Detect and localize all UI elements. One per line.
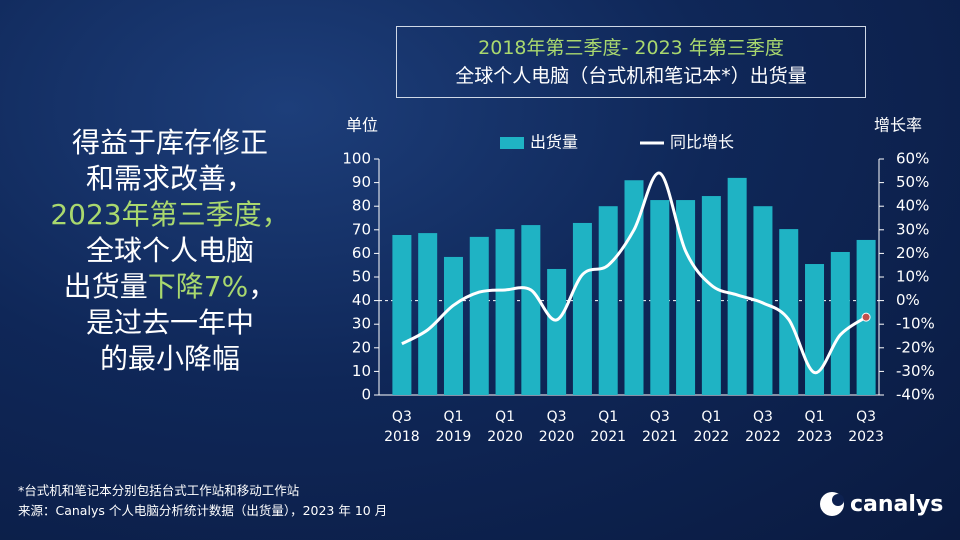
y-tick-label: 70 <box>352 220 371 238</box>
headline-line: 出货量下降7%， <box>20 269 320 305</box>
logo-icon-cut <box>832 494 844 506</box>
bar <box>598 206 618 395</box>
y-tick-label: 80 <box>352 197 371 215</box>
headline-text: 下降7% <box>147 270 249 303</box>
headline-text: 2023年第三季度， <box>50 198 290 231</box>
headline-line: 和需求改善， <box>20 161 320 197</box>
end-marker <box>861 312 871 322</box>
headline-text: 是过去一年中 <box>85 306 254 339</box>
legend-label: 出货量 <box>530 133 578 152</box>
source-note: 来源：Canalys 个人电脑分析统计数据（出货量），2023 年 10 月 <box>18 503 388 518</box>
y2-tick-label: 50% <box>896 173 929 191</box>
y2-tick-label: 10% <box>896 268 929 286</box>
y-tick-label: 40 <box>352 291 371 309</box>
chart-title: 2018年第三季度- 2023 年第三季度 <box>478 37 784 59</box>
x-tick-label: Q1 2021 <box>590 409 627 445</box>
chart-subtitle: 全球个人电脑（台式机和笔记本*）出货量 <box>455 65 807 87</box>
x-tick-label: Q1 2020 <box>487 409 523 445</box>
bar <box>443 256 463 395</box>
logo: canalys <box>820 492 943 517</box>
logo-text: canalys <box>850 492 943 517</box>
y-tick-label: 50 <box>352 268 371 286</box>
bar <box>624 180 644 395</box>
y2-tick-label: -40% <box>896 386 935 404</box>
legend-swatch <box>500 137 524 149</box>
headline-line: 2023年第三季度， <box>20 197 320 233</box>
bar <box>805 264 825 395</box>
x-tick-label: Q1 2023 <box>796 409 833 445</box>
headline: 得益于库存修正 和需求改善， 2023年第三季度， 全球个人电脑 出货量下降7%， 是过去… <box>20 125 320 377</box>
y-tick-label: 30 <box>352 315 371 333</box>
bar <box>495 229 515 395</box>
y-tick-label: 100 <box>342 150 371 168</box>
headline-line: 全球个人电脑 <box>20 233 320 269</box>
y2-tick-label: -30% <box>896 362 935 380</box>
headline-text: 和需求改善， <box>85 162 254 195</box>
y2-tick-label: 40% <box>896 197 929 215</box>
bar <box>701 196 721 395</box>
bar <box>392 234 412 395</box>
headline-line: 的最小降幅 <box>20 341 320 377</box>
y2-tick-label: 20% <box>896 244 929 262</box>
x-tick-label: Q3 2022 <box>745 409 781 445</box>
headline-text: 得益于库存修正 <box>71 126 268 159</box>
headline-text: 出货量 <box>63 270 148 303</box>
y2-tick-label: 0% <box>896 291 920 309</box>
footnote: *台式机和笔记本分别包括台式工作站和移动工作站 <box>18 483 300 498</box>
y-axis-label: 单位 <box>346 116 378 135</box>
y-tick-label: 0 <box>361 386 371 404</box>
y2-tick-label: -20% <box>896 338 935 356</box>
headline-text: 全球个人电脑 <box>85 234 254 267</box>
bar <box>779 229 799 395</box>
headline-text: ， <box>248 270 277 303</box>
y-tick-label: 60 <box>352 244 371 262</box>
x-tick-label: Q3 2021 <box>641 409 678 445</box>
x-tick-label: Q3 2020 <box>538 409 575 445</box>
bar <box>830 251 850 395</box>
x-tick-label: Q1 2019 <box>435 409 472 445</box>
bar <box>418 233 438 395</box>
bar <box>650 200 670 395</box>
bar <box>547 268 567 395</box>
y-tick-label: 90 <box>352 173 371 191</box>
growth-line <box>401 171 867 375</box>
headline-text: 的最小降幅 <box>99 342 240 375</box>
y2-tick-label: 60% <box>896 150 929 168</box>
y-tick-label: 10 <box>352 362 371 380</box>
y-tick-label: 20 <box>352 338 371 356</box>
x-tick-label: Q1 2022 <box>693 409 730 445</box>
headline-line: 得益于库存修正 <box>20 125 320 161</box>
y2-tick-label: 30% <box>896 220 929 238</box>
y2-tick-label: -10% <box>896 315 935 333</box>
bar <box>676 200 696 395</box>
bar <box>727 177 747 395</box>
bar <box>572 222 592 395</box>
y2-axis-label: 增长率 <box>874 116 922 135</box>
headline-line: 是过去一年中 <box>20 305 320 341</box>
bar <box>469 236 489 395</box>
bar <box>753 206 773 395</box>
x-tick-label: Q3 2018 <box>384 409 420 445</box>
x-tick-label: Q3 2023 <box>848 409 884 445</box>
title-box: 2018年第三季度- 2023 年第三季度 全球个人电脑（台式机和笔记本*）出货… <box>396 26 866 98</box>
legend-label: 同比增长 <box>670 133 734 152</box>
bar <box>521 225 541 395</box>
